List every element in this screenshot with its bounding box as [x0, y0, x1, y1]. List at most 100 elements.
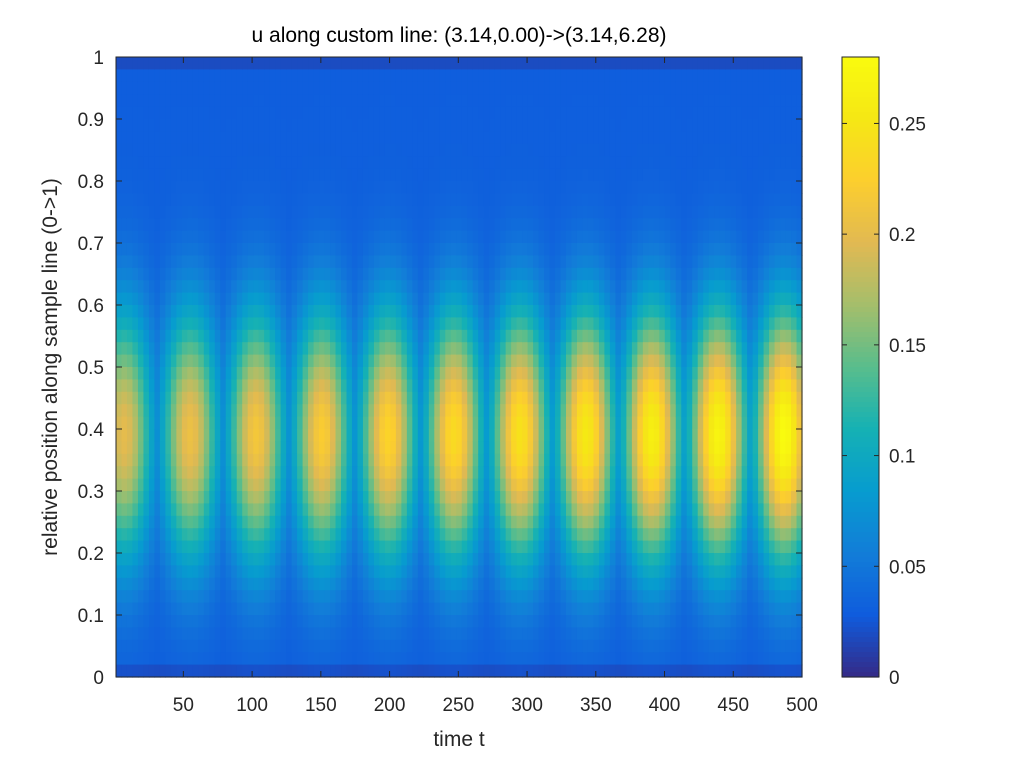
heatmap-cell — [653, 429, 660, 442]
heatmap-cell — [390, 478, 397, 492]
heatmap-cell — [456, 639, 463, 653]
heatmap-cell — [368, 367, 375, 380]
heatmap-cell — [401, 602, 408, 616]
heatmap-cell — [126, 416, 134, 430]
heatmap-cell — [659, 466, 666, 480]
heatmap-cell — [609, 305, 617, 318]
heatmap-cell — [637, 342, 644, 356]
heatmap-cell — [417, 354, 424, 368]
heatmap-cell — [165, 367, 172, 380]
heatmap-cell — [450, 106, 457, 120]
heatmap-cell — [132, 168, 139, 182]
heatmap-cell — [516, 404, 523, 418]
heatmap-cell — [198, 379, 205, 393]
heatmap-cell — [522, 81, 529, 95]
heatmap-cell — [642, 181, 649, 194]
heatmap-cell — [434, 230, 441, 244]
heatmap-cell — [522, 627, 529, 641]
heatmap-cell — [642, 503, 649, 517]
heatmap-cell — [511, 156, 518, 170]
heatmap-cell — [214, 292, 221, 306]
heatmap-cell — [225, 466, 232, 480]
heatmap-cell — [620, 329, 627, 343]
heatmap-cell — [566, 627, 573, 641]
heatmap-cell — [379, 193, 386, 207]
heatmap-cell — [500, 453, 507, 467]
heatmap-cell — [626, 664, 633, 678]
heatmap-cell — [489, 230, 496, 244]
heatmap-cell — [384, 615, 391, 628]
heatmap-cell — [280, 391, 287, 405]
heatmap-cell — [137, 565, 145, 579]
heatmap-cell — [198, 404, 205, 418]
heatmap-cell — [203, 205, 210, 219]
heatmap-cell — [280, 329, 287, 343]
heatmap-cell — [428, 243, 435, 256]
heatmap-cell — [137, 540, 145, 554]
heatmap-cell — [275, 652, 282, 666]
heatmap-cell — [653, 193, 660, 207]
heatmap-cell — [626, 305, 633, 318]
heatmap-cell — [445, 243, 452, 256]
heatmap-cell — [291, 453, 298, 467]
heatmap-cell — [560, 515, 567, 529]
heatmap-cell — [390, 69, 397, 83]
heatmap-cell — [560, 602, 567, 616]
heatmap-cell — [165, 156, 172, 170]
heatmap-cell — [489, 639, 496, 653]
heatmap-cell — [615, 615, 622, 628]
heatmap-cell — [549, 528, 556, 542]
heatmap-cell — [297, 292, 304, 306]
heatmap-cell — [461, 466, 468, 480]
heatmap-cell — [165, 404, 172, 418]
heatmap-cell — [450, 515, 457, 529]
heatmap-cell — [291, 590, 298, 604]
heatmap-cell — [269, 639, 276, 653]
heatmap-cell — [412, 205, 419, 219]
heatmap-cell — [126, 156, 134, 170]
heatmap-cell — [143, 540, 150, 554]
heatmap-cell — [368, 441, 375, 455]
heatmap-cell — [620, 131, 627, 145]
heatmap-cell — [346, 267, 353, 281]
heatmap-cell — [467, 156, 474, 170]
heatmap-cell — [330, 652, 337, 666]
heatmap-cell — [335, 305, 342, 318]
heatmap-cell — [439, 280, 446, 294]
heatmap-cell — [653, 367, 660, 380]
heatmap-cell — [538, 577, 545, 591]
heatmap-cell — [187, 218, 194, 232]
heatmap-cell — [642, 119, 649, 132]
heatmap-cell — [609, 602, 617, 616]
heatmap-cell — [560, 540, 567, 554]
heatmap-cell — [450, 404, 457, 418]
heatmap-cell — [335, 429, 342, 442]
heatmap-cell — [335, 515, 342, 529]
heatmap-cell — [538, 664, 545, 678]
heatmap-cell — [494, 565, 501, 579]
heatmap-cell — [154, 94, 161, 108]
heatmap-cell — [445, 367, 452, 380]
heatmap-cell — [593, 218, 600, 232]
heatmap-cell — [395, 230, 402, 244]
heatmap-cell — [231, 478, 238, 492]
heatmap-cell — [423, 528, 430, 542]
heatmap-cell — [461, 168, 468, 182]
heatmap-cell — [192, 491, 199, 504]
heatmap-cell — [494, 627, 501, 641]
heatmap-cell — [544, 466, 551, 480]
heatmap-cell — [511, 429, 518, 442]
heatmap-cell — [137, 168, 145, 182]
heatmap-cell — [181, 379, 188, 393]
heatmap-cell — [154, 429, 161, 442]
heatmap-cell — [406, 342, 413, 356]
heatmap-cell — [319, 528, 326, 542]
heatmap-cell — [379, 652, 386, 666]
heatmap-cell — [148, 515, 156, 529]
heatmap-cell — [137, 453, 145, 467]
heatmap-cell — [434, 664, 441, 678]
heatmap-cell — [489, 305, 496, 318]
heatmap-cell — [220, 478, 227, 492]
heatmap-cell — [500, 205, 507, 219]
heatmap-cell — [198, 292, 205, 306]
